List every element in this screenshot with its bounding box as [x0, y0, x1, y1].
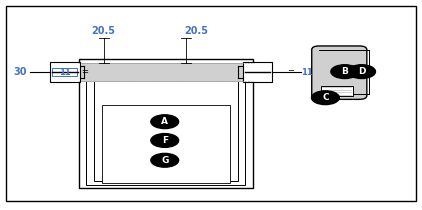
Text: D: D — [358, 67, 365, 76]
Bar — [243, 62, 272, 82]
Circle shape — [331, 65, 359, 79]
Bar — [78, 59, 253, 188]
Bar — [86, 63, 246, 185]
Bar — [50, 62, 80, 82]
Text: 11: 11 — [59, 68, 70, 76]
Circle shape — [311, 91, 339, 105]
Circle shape — [151, 134, 179, 147]
Bar — [102, 105, 230, 183]
Text: =: = — [287, 68, 294, 76]
FancyBboxPatch shape — [312, 46, 367, 99]
Text: A: A — [161, 117, 168, 126]
Text: B: B — [341, 67, 348, 76]
Circle shape — [151, 153, 179, 167]
Bar — [52, 68, 77, 76]
Text: G: G — [161, 156, 168, 165]
Bar — [321, 86, 353, 96]
Text: =: = — [81, 68, 88, 76]
Text: C: C — [322, 93, 329, 102]
Text: 11: 11 — [301, 68, 313, 76]
Text: 30: 30 — [13, 67, 27, 77]
Text: F: F — [162, 136, 168, 145]
Bar — [78, 63, 254, 81]
Circle shape — [151, 115, 179, 129]
Text: 20.5: 20.5 — [184, 26, 208, 36]
Circle shape — [348, 65, 376, 79]
Text: 20.5: 20.5 — [92, 26, 116, 36]
Bar — [94, 67, 238, 181]
